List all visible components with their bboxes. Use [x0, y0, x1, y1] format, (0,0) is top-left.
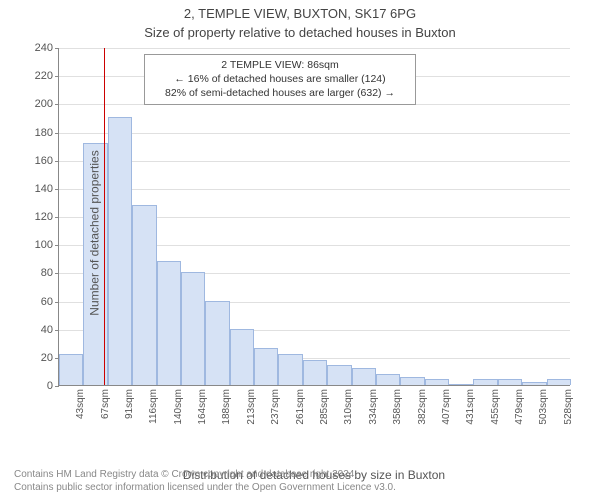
y-tick-label: 20	[41, 352, 59, 364]
property-marker-line	[104, 48, 105, 385]
gridline	[59, 161, 570, 162]
x-tick-label: 358sqm	[392, 389, 403, 425]
histogram-bar	[327, 365, 351, 385]
gridline	[59, 133, 570, 134]
footer-line-2: Contains public sector information licen…	[14, 481, 396, 494]
y-tick-label: 0	[47, 380, 59, 392]
histogram-bar	[400, 377, 424, 385]
y-axis-label: Number of detached properties	[88, 150, 102, 315]
title-subtitle: Size of property relative to detached ho…	[0, 21, 600, 40]
histogram-bar	[498, 379, 522, 385]
footer-line-1: Contains HM Land Registry data © Crown c…	[14, 468, 396, 481]
histogram-bar	[449, 384, 473, 385]
histogram-bar	[278, 354, 302, 385]
histogram-bar	[303, 360, 327, 385]
x-tick-label: 528sqm	[563, 389, 574, 425]
x-tick-label: 43sqm	[75, 389, 86, 419]
histogram-bar	[108, 117, 132, 385]
chart-container: 2, TEMPLE VIEW, BUXTON, SK17 6PG Size of…	[0, 0, 600, 500]
gridline	[59, 48, 570, 49]
y-tick-label: 120	[35, 211, 59, 223]
x-tick-label: 285sqm	[319, 389, 330, 425]
histogram-bar	[230, 329, 254, 385]
histogram-bar	[157, 261, 181, 385]
info-line-2: ← 16% of detached houses are smaller (12…	[153, 72, 407, 86]
x-tick-label: 140sqm	[173, 389, 184, 425]
x-tick-label: 164sqm	[197, 389, 208, 425]
info-box: 2 TEMPLE VIEW: 86sqm ← 16% of detached h…	[144, 54, 416, 105]
y-tick-label: 40	[41, 324, 59, 336]
x-tick-label: 503sqm	[538, 389, 549, 425]
y-tick-label: 180	[35, 127, 59, 139]
title-address: 2, TEMPLE VIEW, BUXTON, SK17 6PG	[0, 0, 600, 21]
x-tick-label: 310sqm	[343, 389, 354, 425]
x-tick-label: 407sqm	[441, 389, 452, 425]
x-tick-label: 261sqm	[295, 389, 306, 425]
y-tick-label: 240	[35, 42, 59, 54]
x-tick-label: 237sqm	[270, 389, 281, 425]
x-tick-label: 116sqm	[148, 389, 159, 424]
histogram-bar	[425, 379, 449, 385]
histogram-bar	[547, 379, 571, 385]
plot-area: 02040608010012014016018020022024043sqm67…	[58, 48, 570, 386]
histogram-bar	[473, 379, 497, 385]
info-line-1: 2 TEMPLE VIEW: 86sqm	[153, 58, 407, 72]
y-tick-label: 60	[41, 296, 59, 308]
histogram-bar	[205, 301, 229, 386]
plot-wrap: 02040608010012014016018020022024043sqm67…	[58, 48, 570, 418]
y-tick-label: 80	[41, 267, 59, 279]
y-tick-label: 160	[35, 155, 59, 167]
x-tick-label: 431sqm	[465, 389, 476, 425]
y-tick-label: 100	[35, 239, 59, 251]
x-tick-label: 188sqm	[221, 389, 232, 425]
histogram-bar	[352, 368, 376, 385]
y-tick-label: 220	[35, 70, 59, 82]
x-tick-label: 213sqm	[246, 389, 257, 425]
x-tick-label: 91sqm	[124, 389, 135, 419]
x-tick-label: 334sqm	[368, 389, 379, 425]
info-line-3: 82% of semi-detached houses are larger (…	[153, 86, 407, 100]
x-tick-label: 382sqm	[417, 389, 428, 425]
histogram-bar	[59, 354, 83, 385]
histogram-bar	[132, 205, 156, 385]
x-tick-label: 455sqm	[490, 389, 501, 425]
x-tick-label: 67sqm	[100, 389, 111, 419]
y-tick-label: 200	[35, 98, 59, 110]
x-tick-label: 479sqm	[514, 389, 525, 425]
histogram-bar	[254, 348, 278, 385]
histogram-bar	[522, 382, 546, 385]
histogram-bar	[181, 272, 205, 385]
footer: Contains HM Land Registry data © Crown c…	[14, 468, 396, 494]
y-tick-label: 140	[35, 183, 59, 195]
gridline	[59, 189, 570, 190]
histogram-bar	[376, 374, 400, 385]
